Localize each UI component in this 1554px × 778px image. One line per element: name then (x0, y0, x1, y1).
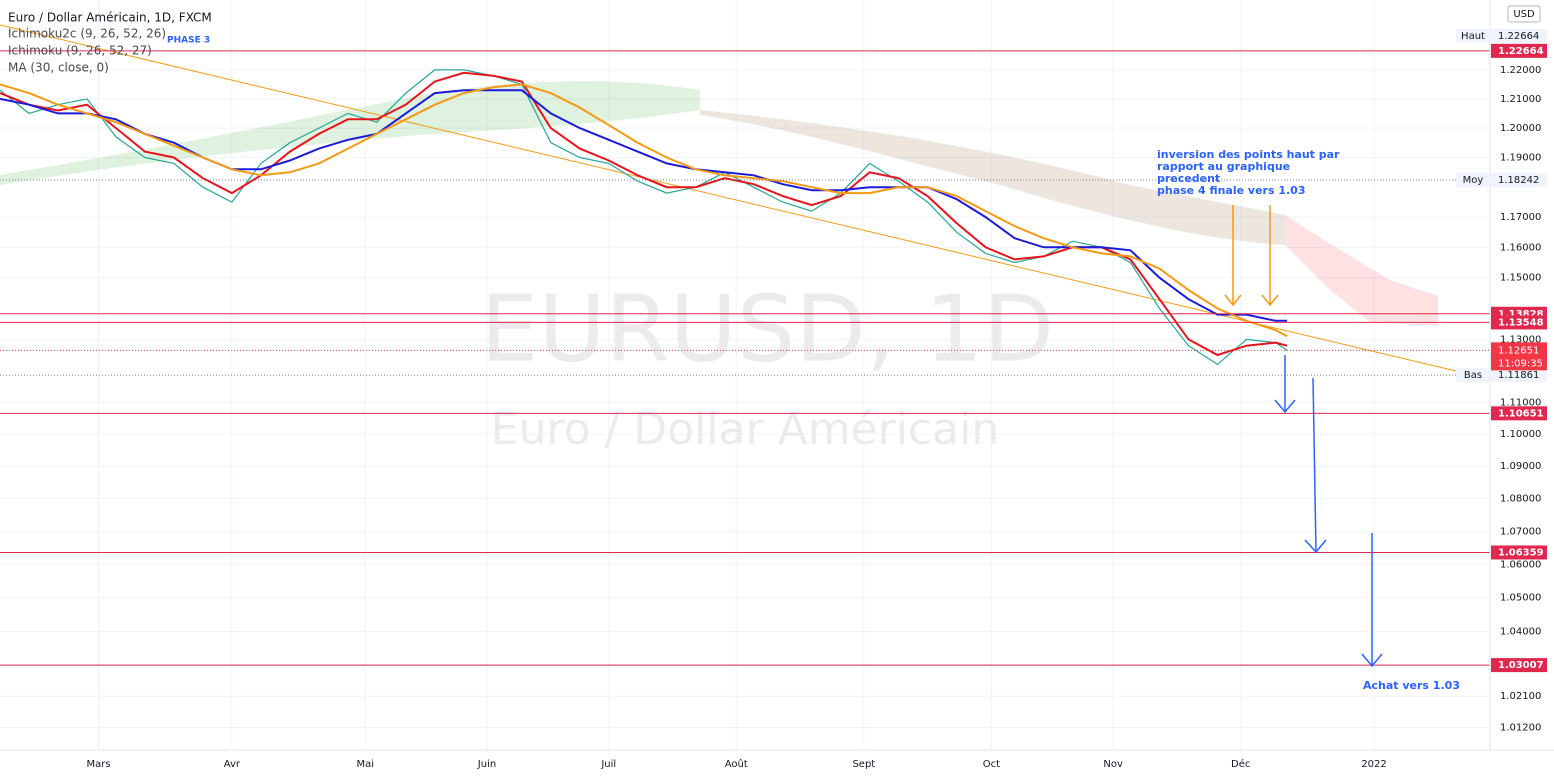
y-tick-label: 1.10000 (1500, 429, 1541, 440)
stat-tag: Bas (1464, 370, 1482, 381)
stat-tag: Moy (1463, 175, 1484, 186)
price-axis (1490, 0, 1554, 778)
countdown: 11:09:35 (1498, 358, 1543, 369)
indicator-line (0, 83, 1288, 338)
level-label: 1.13828 (1498, 309, 1544, 320)
x-tick-label: Déc (1231, 758, 1250, 770)
annotation: rapport au graphique (1157, 160, 1290, 173)
stat-value: 1.11861 (1498, 370, 1539, 381)
legend-entry: MA (30, close, 0) (8, 61, 109, 75)
stat-value-box (1491, 172, 1547, 187)
plot (0, 50, 1490, 666)
stat-tag-box (1456, 368, 1490, 383)
price-line (0, 69, 1288, 366)
level-label-box (1491, 658, 1547, 673)
y-tick-label: 1.13000 (1500, 334, 1541, 345)
currency: USD (1513, 9, 1535, 20)
x-tick-label: Juin (477, 759, 496, 770)
y-tick-label: 1.07000 (1500, 526, 1541, 537)
level-label-box (1491, 315, 1547, 330)
y-tick-label: 1.22000 (1500, 65, 1541, 76)
time-axis (0, 750, 1554, 778)
arrow (1261, 205, 1279, 307)
x-tick-label: Oct (983, 759, 1000, 770)
orange-arrows (1224, 205, 1279, 307)
last-price-box (1491, 342, 1547, 371)
y-tick-label: 1.06000 (1500, 559, 1541, 570)
annotation: phase 4 finale vers 1.03 (1157, 184, 1306, 197)
y-tick-label: 1.19000 (1500, 152, 1541, 163)
grid (0, 0, 1490, 750)
annotation: precedent (1157, 172, 1220, 185)
y-tick-label: 1.21000 (1500, 94, 1541, 105)
y-tick-label: 1.08000 (1500, 494, 1541, 505)
x-tick-label: 2022 (1361, 759, 1386, 770)
y-tick-label: 1.02100 (1500, 691, 1541, 702)
level-label-box (1491, 43, 1547, 58)
x-tick-label: Juil (600, 759, 616, 770)
x-tick-label: Mars (87, 759, 111, 770)
stat-value: 1.22664 (1498, 31, 1539, 42)
y-tick-label: 1.04000 (1500, 626, 1541, 637)
watermark-symbol: EURUSD, 1D (480, 275, 1054, 382)
x-tick-label: Sept (852, 759, 875, 770)
cloud-brown (700, 110, 1285, 245)
level-label: 1.10651 (1498, 408, 1544, 419)
stat-value-box (1491, 28, 1547, 43)
axes: 1.22000 1.21000 1.20000 1.19000 1.17000 1.160… (87, 28, 1547, 770)
stat-value: 1.18242 (1498, 175, 1539, 186)
last-price: 1.12651 (1498, 345, 1539, 356)
level-label-box (1491, 545, 1547, 560)
y-tick-label: 1.05000 (1500, 593, 1541, 604)
stat-tag-box (1456, 28, 1490, 43)
arrow (1304, 377, 1327, 554)
x-tick-label: Août (725, 758, 748, 770)
arrow (1224, 205, 1242, 307)
chart-title: Euro / Dollar Américain, 1D, FXCM (8, 11, 212, 25)
legend-entry: Ichimoku (9, 26, 52, 27) (8, 44, 152, 58)
annotation: PHASE 3 (167, 36, 210, 46)
arrow (1274, 355, 1296, 414)
annotation: Achat vers 1.03 (1363, 679, 1460, 692)
y-tick-label: 1.20000 (1500, 123, 1541, 134)
level-label: 1.22664 (1498, 46, 1544, 57)
level-label: 1.13548 (1498, 317, 1544, 328)
x-tick-label: Nov (1103, 759, 1123, 770)
stat-tag-box (1456, 172, 1490, 187)
y-tick-label: 1.17000 (1500, 212, 1541, 223)
x-tick-label: Mai (356, 759, 374, 770)
legend-entry: Ichimoku2c (9, 26, 52, 26) (8, 27, 166, 41)
y-tick-label: 1.01200 (1500, 722, 1541, 733)
arrows (1274, 355, 1383, 668)
currency-box (1507, 5, 1541, 23)
y-tick-label: 1.16000 (1500, 242, 1541, 253)
y-tick-label: 1.09000 (1500, 461, 1541, 472)
x-tick-label: Avr (224, 759, 241, 770)
stat-value-box (1491, 368, 1547, 383)
cloud-red (1285, 215, 1438, 326)
level-label: 1.06359 (1498, 547, 1544, 558)
y-tick-label: 1.15000 (1500, 273, 1541, 284)
arrow (1361, 533, 1383, 668)
level-label-box (1491, 406, 1547, 421)
y-tick-label: 1.11000 (1500, 397, 1541, 408)
stat-tag: Haut (1461, 31, 1485, 42)
level-label: 1.03007 (1498, 660, 1544, 671)
annotation: inversion des points haut par (1157, 148, 1340, 161)
watermark-name: Euro / Dollar Américain (491, 404, 999, 455)
